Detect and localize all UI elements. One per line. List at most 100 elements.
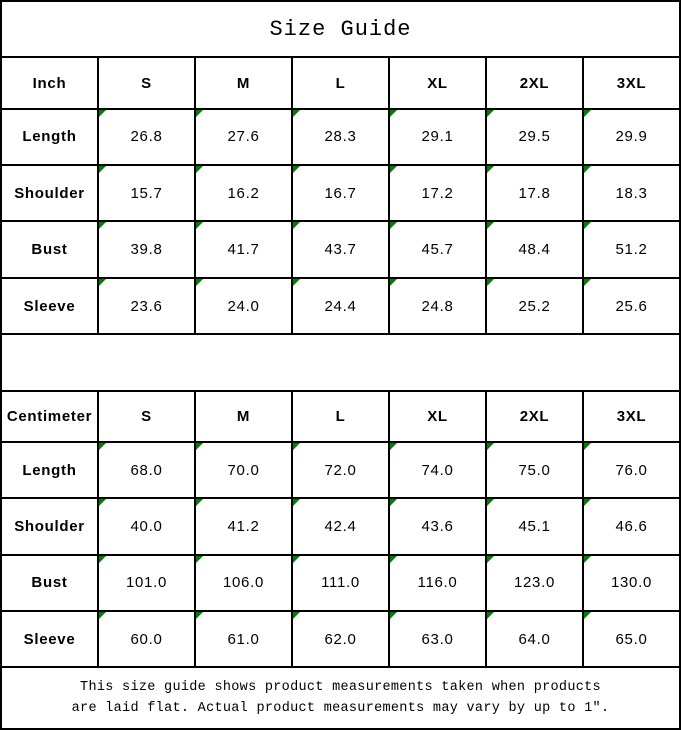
row-label: Shoulder — [0, 164, 99, 223]
value-cell: 24.0 — [194, 276, 293, 336]
corner-flag-icon — [197, 279, 203, 286]
corner-flag-icon — [197, 556, 203, 563]
unit-header-inch: Inch — [0, 56, 99, 110]
value-cell: 40.0 — [97, 497, 196, 556]
spacer-row — [0, 333, 681, 392]
value-cell: 70.0 — [194, 440, 293, 500]
corner-flag-icon — [100, 613, 106, 620]
corner-flag-icon — [197, 110, 203, 117]
corner-flag-icon — [197, 613, 203, 620]
value-cell: 29.9 — [582, 107, 681, 167]
size-header-2xl: 2XL — [485, 389, 584, 443]
size-header-m: M — [194, 56, 293, 110]
value-cell: 23.6 — [97, 276, 196, 336]
size-header-xl: XL — [388, 389, 487, 443]
corner-flag-icon — [585, 279, 591, 286]
row-label: Bust — [0, 220, 99, 279]
value-cell: 48.4 — [485, 220, 584, 279]
size-header-l: L — [291, 389, 390, 443]
value-cell: 41.2 — [194, 497, 293, 556]
row-label: Sleeve — [0, 276, 99, 336]
value-cell: 26.8 — [97, 107, 196, 167]
row-label: Shoulder — [0, 497, 99, 556]
corner-flag-icon — [488, 223, 494, 230]
value-cell: 51.2 — [582, 220, 681, 279]
table-row: Bust 101.0 106.0 111.0 116.0 123.0 130.0 — [0, 553, 681, 613]
value-cell: 130.0 — [582, 553, 681, 613]
corner-flag-icon — [294, 110, 300, 117]
size-header-xl: XL — [388, 56, 487, 110]
value-cell: 16.7 — [291, 164, 390, 223]
corner-flag-icon — [100, 556, 106, 563]
corner-flag-icon — [488, 613, 494, 620]
footer-note: This size guide shows product measuremen… — [0, 666, 681, 730]
corner-flag-icon — [391, 443, 397, 450]
title-row: Size Guide — [0, 0, 681, 59]
value-cell: 27.6 — [194, 107, 293, 167]
corner-flag-icon — [391, 279, 397, 286]
value-cell: 25.2 — [485, 276, 584, 336]
table-row: Sleeve 23.6 24.0 24.4 24.8 25.2 25.6 — [0, 276, 681, 336]
corner-flag-icon — [197, 500, 203, 507]
corner-flag-icon — [100, 443, 106, 450]
cm-header-row: Centimeter S M L XL 2XL 3XL — [0, 389, 681, 443]
inch-header-row: Inch S M L XL 2XL 3XL — [0, 56, 681, 110]
corner-flag-icon — [391, 613, 397, 620]
size-header-2xl: 2XL — [485, 56, 584, 110]
corner-flag-icon — [488, 443, 494, 450]
value-cell: 111.0 — [291, 553, 390, 613]
size-header-3xl: 3XL — [582, 56, 681, 110]
spacer-cell — [0, 333, 681, 392]
corner-flag-icon — [100, 167, 106, 174]
corner-flag-icon — [197, 223, 203, 230]
value-cell: 17.2 — [388, 164, 487, 223]
corner-flag-icon — [585, 443, 591, 450]
corner-flag-icon — [391, 167, 397, 174]
value-cell: 72.0 — [291, 440, 390, 500]
table-row: Sleeve 60.0 61.0 62.0 63.0 64.0 65.0 — [0, 610, 681, 669]
value-cell: 64.0 — [485, 610, 584, 669]
corner-flag-icon — [197, 167, 203, 174]
row-label: Sleeve — [0, 610, 99, 669]
value-cell: 24.4 — [291, 276, 390, 336]
value-cell: 68.0 — [97, 440, 196, 500]
corner-flag-icon — [585, 556, 591, 563]
row-label: Length — [0, 107, 99, 167]
table-row: Length 68.0 70.0 72.0 74.0 75.0 76.0 — [0, 440, 681, 500]
corner-flag-icon — [585, 110, 591, 117]
corner-flag-icon — [294, 556, 300, 563]
value-cell: 62.0 — [291, 610, 390, 669]
value-cell: 45.7 — [388, 220, 487, 279]
value-cell: 101.0 — [97, 553, 196, 613]
corner-flag-icon — [294, 223, 300, 230]
value-cell: 28.3 — [291, 107, 390, 167]
corner-flag-icon — [197, 443, 203, 450]
value-cell: 106.0 — [194, 553, 293, 613]
value-cell: 29.5 — [485, 107, 584, 167]
row-label: Bust — [0, 553, 99, 613]
corner-flag-icon — [100, 110, 106, 117]
value-cell: 60.0 — [97, 610, 196, 669]
table-row: Shoulder 15.7 16.2 16.7 17.2 17.8 18.3 — [0, 164, 681, 223]
size-header-s: S — [97, 389, 196, 443]
value-cell: 76.0 — [582, 440, 681, 500]
value-cell: 65.0 — [582, 610, 681, 669]
corner-flag-icon — [488, 556, 494, 563]
corner-flag-icon — [488, 279, 494, 286]
corner-flag-icon — [294, 443, 300, 450]
corner-flag-icon — [585, 223, 591, 230]
corner-flag-icon — [294, 613, 300, 620]
footer-note-line1: This size guide shows product measuremen… — [80, 680, 601, 696]
corner-flag-icon — [391, 110, 397, 117]
row-label: Length — [0, 440, 99, 500]
corner-flag-icon — [100, 279, 106, 286]
corner-flag-icon — [585, 167, 591, 174]
footer-row: This size guide shows product measuremen… — [0, 666, 681, 730]
value-cell: 123.0 — [485, 553, 584, 613]
corner-flag-icon — [294, 279, 300, 286]
value-cell: 24.8 — [388, 276, 487, 336]
size-header-3xl: 3XL — [582, 389, 681, 443]
value-cell: 75.0 — [485, 440, 584, 500]
